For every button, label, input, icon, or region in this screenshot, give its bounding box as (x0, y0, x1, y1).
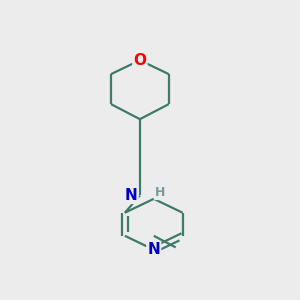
Text: N: N (125, 188, 138, 203)
Text: H: H (155, 186, 165, 199)
Text: O: O (134, 53, 146, 68)
Text: N: N (147, 242, 160, 257)
